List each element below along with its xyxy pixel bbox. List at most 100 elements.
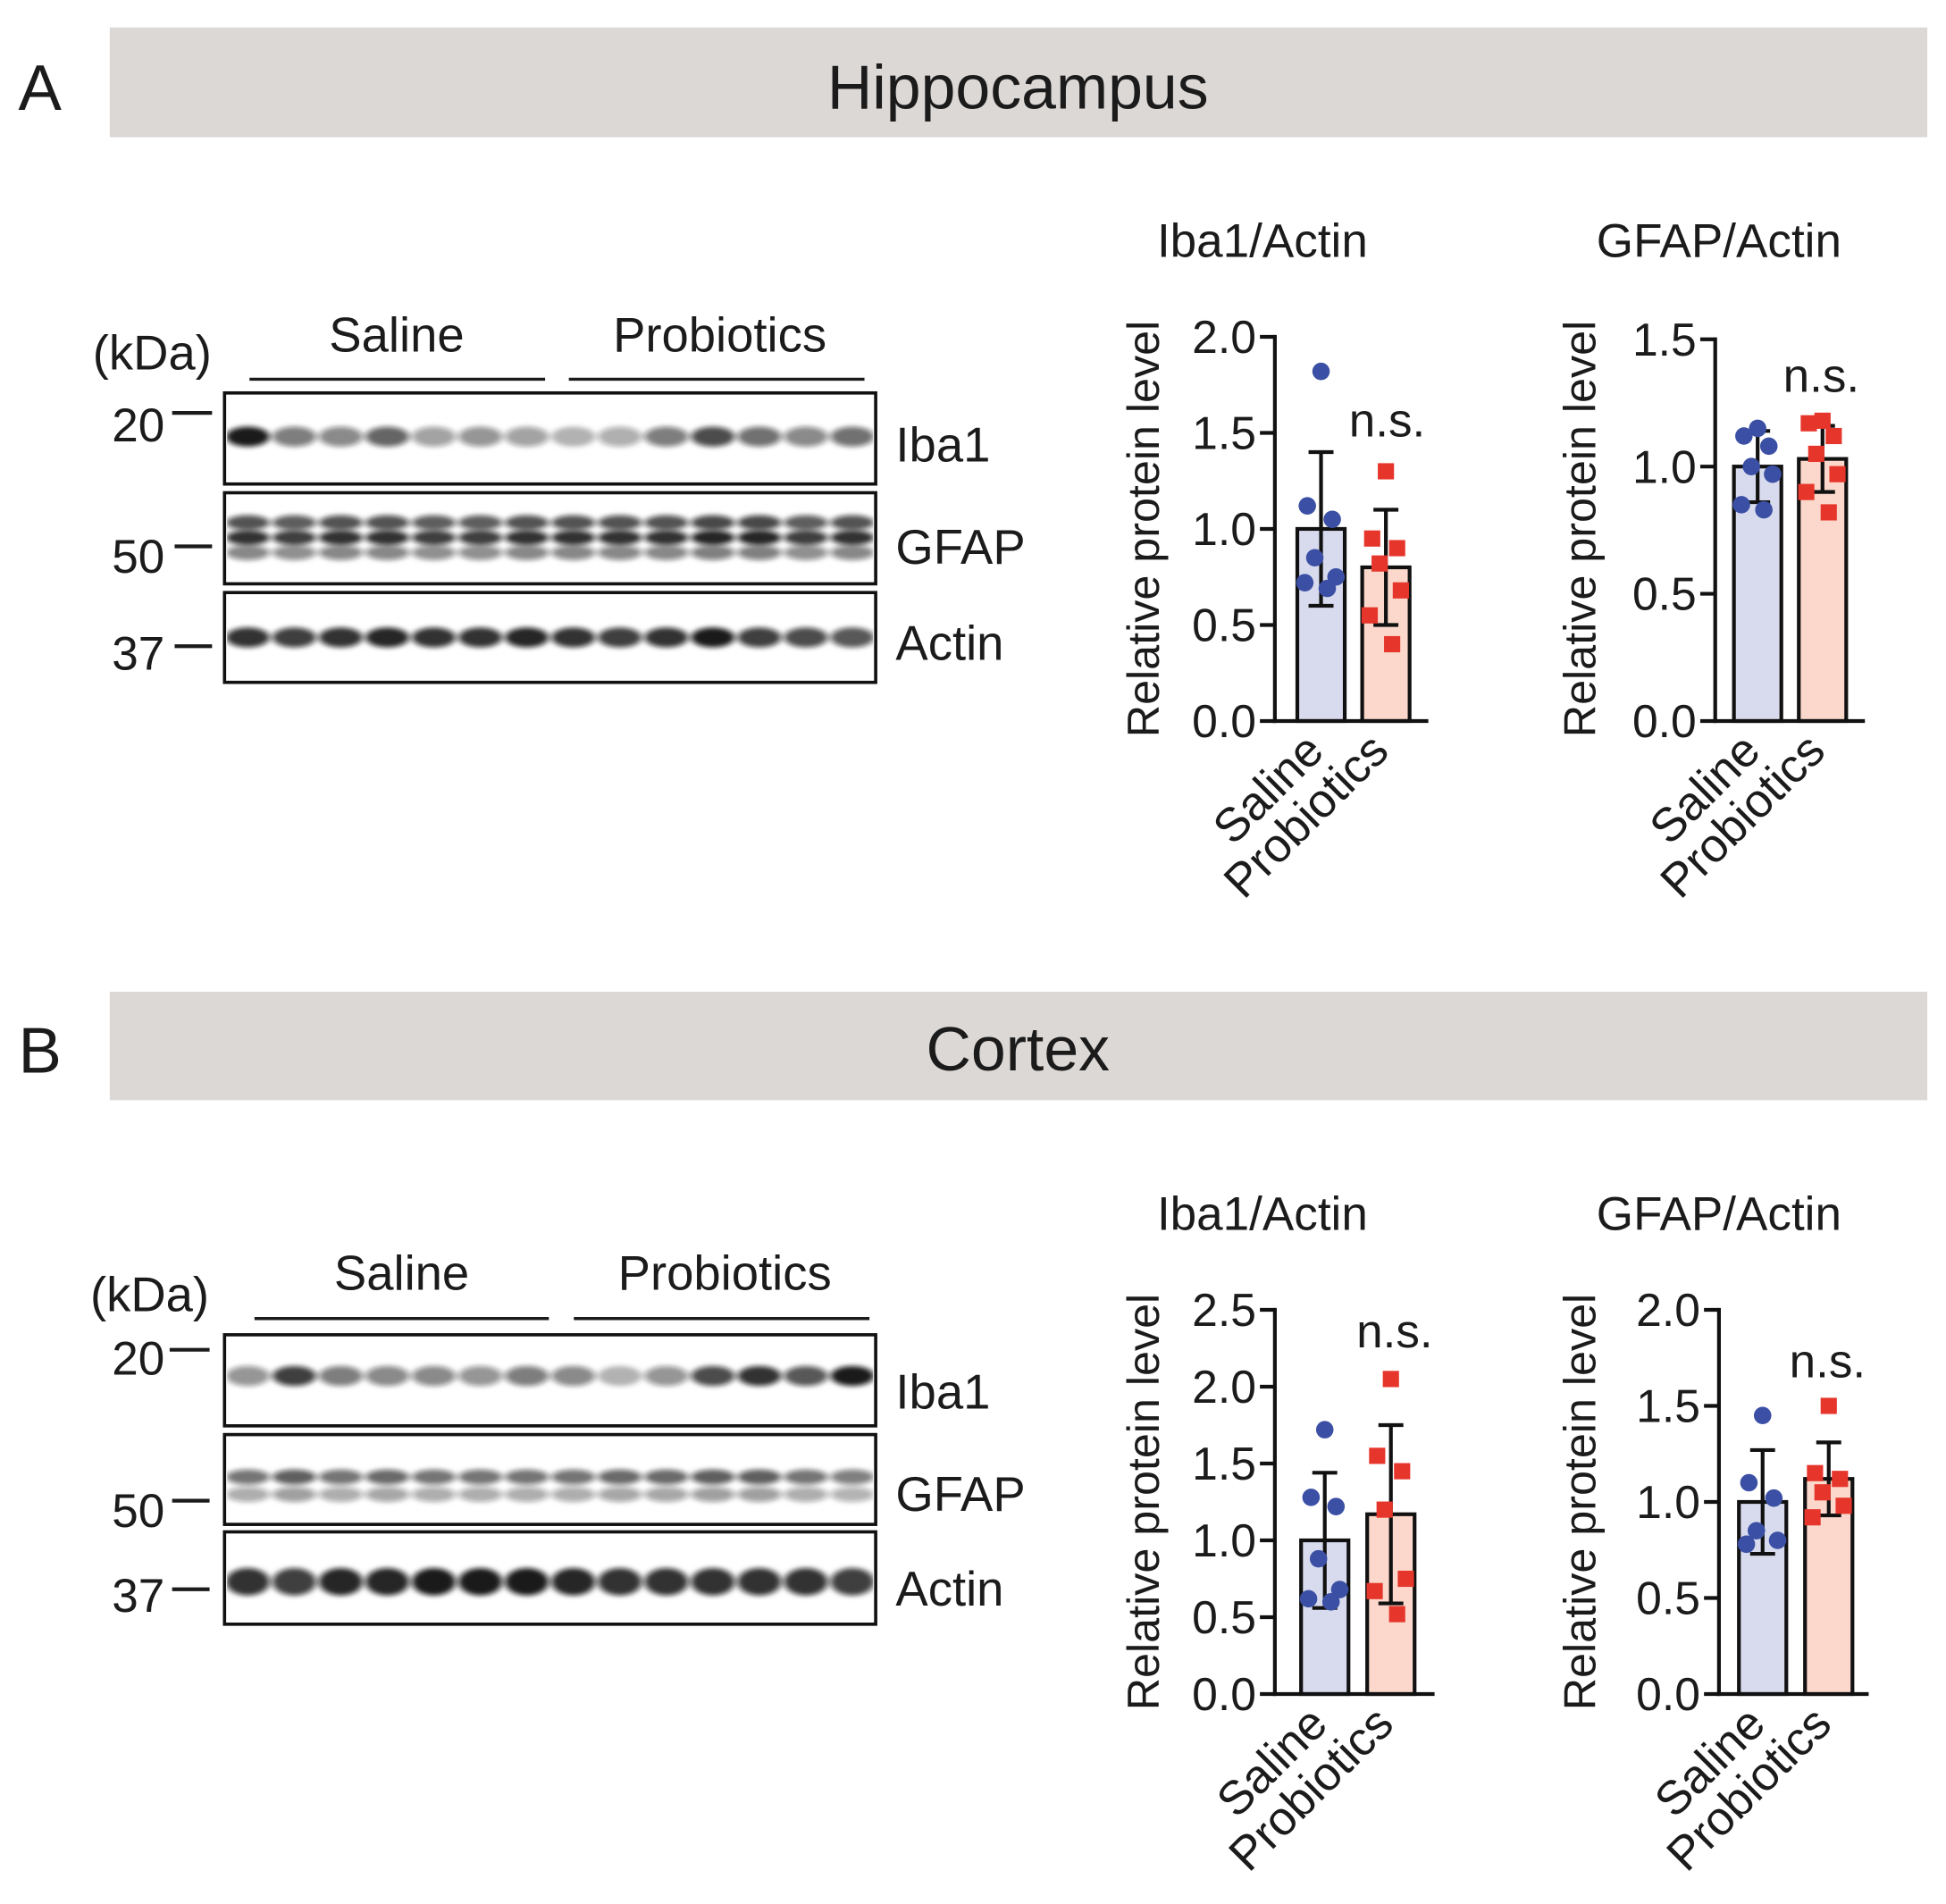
blot-band <box>644 426 689 447</box>
blot-band <box>830 1568 874 1596</box>
data-point-probiotics <box>1388 540 1405 557</box>
blot-band <box>644 1568 689 1596</box>
panel-letter: A <box>18 52 62 124</box>
chart-cortex-iba1: Iba1/Actin Relative protein level n.s. 0… <box>1119 1188 1435 1882</box>
data-point-probiotics <box>1371 555 1388 572</box>
blot-band <box>551 1469 596 1485</box>
y-tick-label: 1.0 <box>1192 503 1256 555</box>
blot-band <box>272 530 316 546</box>
data-point-probiotics <box>1397 1570 1414 1588</box>
blot-band <box>598 1487 642 1503</box>
blot-band <box>227 1469 270 1485</box>
data-point-probiotics <box>1382 1371 1399 1388</box>
blot-band <box>830 1365 874 1387</box>
blot-band <box>458 1568 503 1596</box>
significance-annotation: n.s. <box>1790 1335 1866 1388</box>
data-point-probiotics <box>1378 463 1395 480</box>
blot-band <box>227 515 270 531</box>
y-tick-label: 0.0 <box>1632 695 1697 747</box>
blot-band <box>644 515 689 531</box>
blot-band <box>691 515 735 531</box>
blot-band <box>505 545 549 560</box>
chart-title: GFAP/Actin <box>1597 1188 1841 1241</box>
blot-band <box>272 515 316 531</box>
group-label-probiotics: Probiotics <box>613 308 826 363</box>
blot-band <box>598 1568 642 1596</box>
blot-band <box>365 1469 409 1485</box>
y-axis-label: Relative protein level <box>1556 1294 1606 1710</box>
blot-band <box>784 1568 828 1596</box>
data-point-probiotics <box>1798 483 1815 500</box>
blot-band <box>272 545 316 560</box>
chart-hippocampus-iba1: Iba1/Actin Relative protein level n.s. 0… <box>1119 215 1429 908</box>
blot-band <box>830 426 874 447</box>
y-tick-label: 0.5 <box>1632 568 1697 620</box>
data-point-saline <box>1737 1535 1756 1554</box>
y-tick-label: 0.0 <box>1192 695 1256 747</box>
blot-band <box>412 1365 457 1387</box>
blot-band <box>737 1469 782 1485</box>
data-point-probiotics <box>1832 1471 1849 1488</box>
blot-band <box>644 1365 689 1387</box>
data-point-saline <box>1309 1549 1328 1568</box>
blot-band <box>227 426 270 447</box>
blot-band <box>737 515 782 531</box>
blot-band <box>644 627 689 648</box>
blot-band <box>272 1568 316 1596</box>
blot-band <box>365 1487 409 1503</box>
blot-band <box>227 1365 270 1387</box>
blot-band <box>830 515 874 531</box>
data-point-probiotics <box>1814 1484 1831 1501</box>
blot-band <box>458 530 503 546</box>
group-label-probiotics: Probiotics <box>618 1246 832 1301</box>
blot-lanes-iba1 <box>227 1365 874 1387</box>
data-point-probiotics <box>1804 1509 1821 1526</box>
blot-band <box>784 1469 828 1485</box>
data-point-saline <box>1749 419 1766 438</box>
data-point-saline <box>1312 362 1330 381</box>
blot-band <box>458 1365 503 1387</box>
blot-band <box>505 1365 549 1387</box>
data-point-saline <box>1753 1406 1772 1425</box>
blot-lanes-iba1 <box>227 426 874 447</box>
mw-marker-label: 20 <box>112 399 164 452</box>
y-tick-label: 2.5 <box>1192 1284 1256 1336</box>
blot-band <box>365 530 409 546</box>
data-point-saline <box>1305 549 1324 567</box>
y-axis-label: Relative protein level <box>1556 321 1606 737</box>
blot-band <box>458 426 503 447</box>
blot-band <box>458 545 503 560</box>
blot-band <box>272 1365 316 1387</box>
blot-band <box>365 545 409 560</box>
blot-band <box>227 530 270 546</box>
data-point-saline <box>1764 465 1782 483</box>
blot-protein-label: Actin <box>895 1562 1003 1616</box>
blot-band <box>598 1365 642 1387</box>
blot-band <box>412 515 457 531</box>
blot-band <box>551 1487 596 1503</box>
chart-cortex-gfap: GFAP/Actin Relative protein level n.s. 0… <box>1556 1188 1869 1882</box>
chart-title: Iba1/Actin <box>1157 1188 1368 1241</box>
blot-band <box>318 530 363 546</box>
blot-band <box>505 1487 549 1503</box>
data-point-saline <box>1302 1489 1321 1506</box>
blot-band <box>830 1469 874 1485</box>
blot-band <box>505 426 549 447</box>
blot-band <box>598 515 642 531</box>
blot-band <box>691 1487 735 1503</box>
chart-hippocampus-gfap: GFAP/Actin Relative protein level n.s. 0… <box>1556 215 1866 908</box>
y-tick-label: 1.5 <box>1192 1438 1256 1489</box>
y-tick-label: 0.5 <box>1192 600 1256 651</box>
blot-band <box>551 1365 596 1387</box>
blot-lanes-gfap <box>227 515 874 560</box>
blot-band <box>227 545 270 560</box>
data-point-saline <box>1299 1589 1318 1608</box>
blot-band <box>691 426 735 447</box>
blot-band <box>737 530 782 546</box>
blot-band <box>598 426 642 447</box>
data-point-saline <box>1735 427 1753 445</box>
y-tick-label: 2.0 <box>1192 1361 1256 1413</box>
blot-band <box>227 1568 270 1596</box>
blot-band <box>318 1568 363 1596</box>
y-tick-label: 1.0 <box>1636 1476 1700 1528</box>
